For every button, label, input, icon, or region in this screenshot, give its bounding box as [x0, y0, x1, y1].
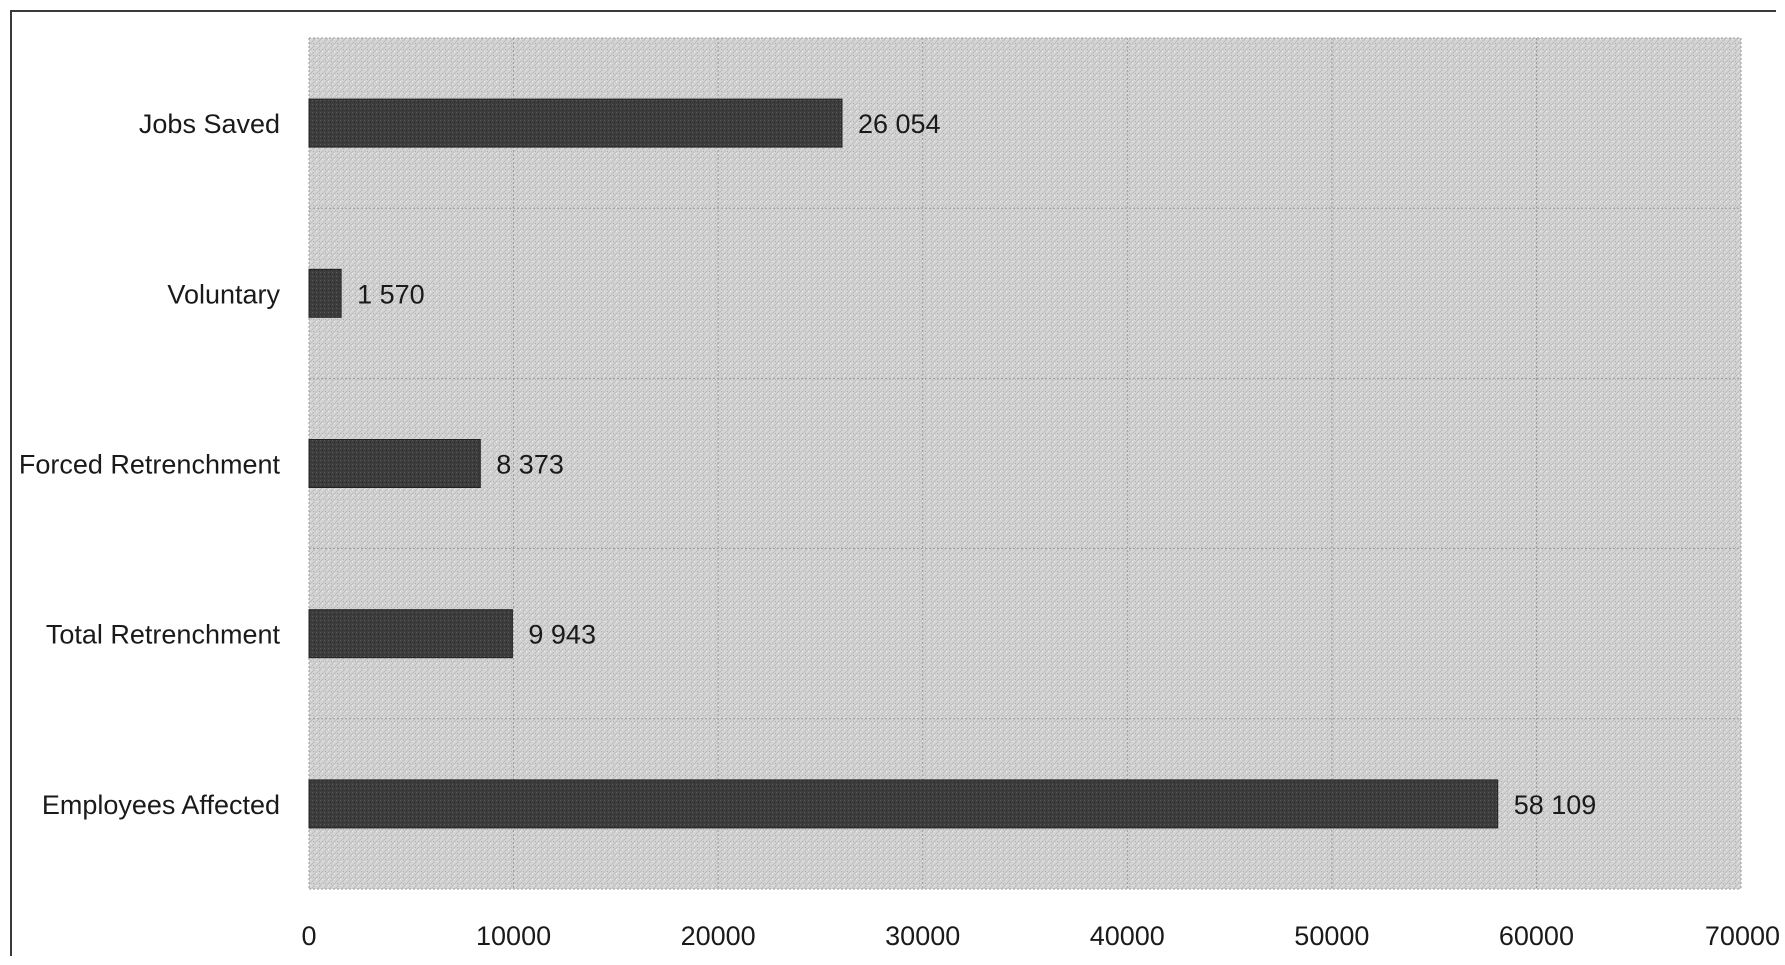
x-tick-label-2: 20000 [681, 921, 756, 951]
bar-0 [308, 98, 843, 148]
chart-frame [10, 10, 1776, 956]
x-tick-label-0: 0 [301, 921, 316, 951]
value-labels: 26 054 1 570 8 373 9 943 58 109 [357, 109, 1596, 820]
bars [308, 98, 1499, 829]
value-label-1: 1 570 [357, 279, 425, 309]
horizontal-gridlines [309, 37, 1741, 890]
category-label-3: Total Retrenchment [46, 620, 281, 650]
bar-4 [308, 779, 1499, 829]
x-tick-label-5: 50000 [1294, 921, 1369, 951]
bar-3 [308, 609, 513, 659]
x-tick-label-4: 40000 [1090, 921, 1165, 951]
value-label-2: 8 373 [496, 450, 564, 480]
value-label-3: 9 943 [528, 620, 596, 650]
category-labels: Jobs Saved Voluntary Forced Retrenchment To… [19, 109, 281, 820]
value-label-0: 26 054 [858, 109, 941, 139]
x-tick-label-3: 30000 [885, 921, 960, 951]
x-tick-label-1: 10000 [476, 921, 551, 951]
bar-2 [308, 439, 481, 488]
plot-area [309, 38, 1741, 889]
category-label-4: Employees Affected [42, 790, 280, 820]
x-tick-label-6: 60000 [1499, 921, 1574, 951]
bar-1 [308, 268, 342, 318]
category-label-2: Forced Retrenchment [19, 450, 281, 480]
x-axis-tick-labels: 0 10000 20000 30000 40000 50000 60000 70000 [301, 921, 1780, 951]
x-tick-label-7: 70000 [1705, 921, 1780, 951]
category-label-1: Voluntary [167, 279, 280, 309]
category-label-0: Jobs Saved [139, 109, 280, 139]
value-label-4: 58 109 [1514, 790, 1597, 820]
